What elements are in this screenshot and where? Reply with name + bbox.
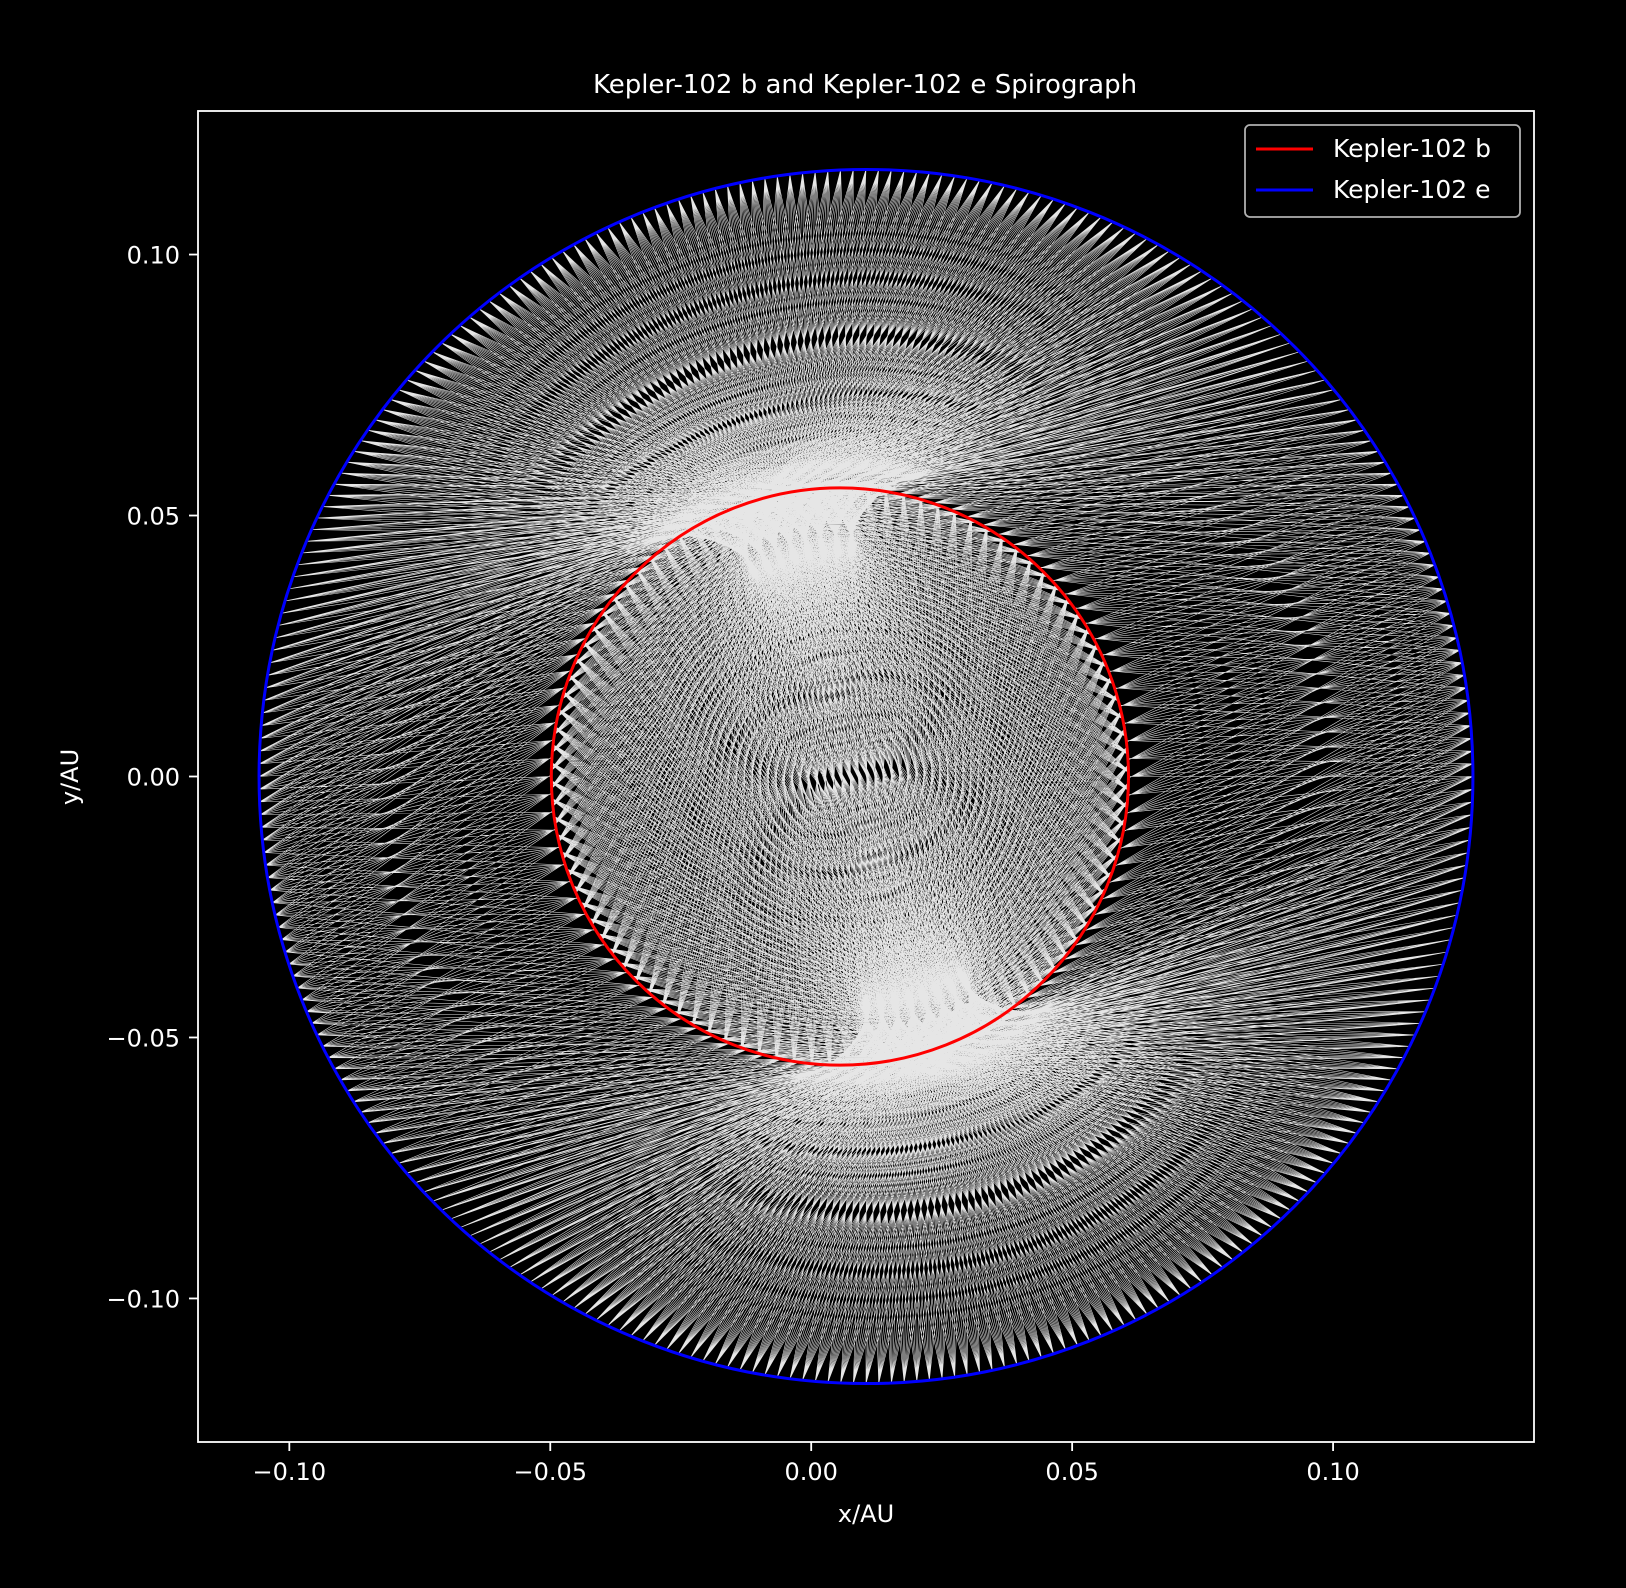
chart-title: Kepler-102 b and Kepler-102 e Spirograph [593, 70, 1137, 100]
orbits [257, 167, 1475, 1386]
connecting-lines [258, 169, 1474, 1384]
orbit-kepler-102-e [257, 167, 1475, 1386]
x-tick-label: −0.05 [513, 1458, 587, 1486]
spirograph-lines [258, 169, 1474, 1384]
y-axis-ticks: −0.10 −0.05 0.00 0.05 0.10 [106, 242, 198, 1313]
x-tick-label: −0.10 [253, 1458, 327, 1486]
legend-box [1244, 124, 1521, 218]
y-tick-label: 0.00 [127, 764, 180, 792]
legend-label-kepler-102-b: Kepler-102 b [1333, 134, 1491, 163]
x-axis-label: x/AU [838, 1500, 894, 1528]
legend-label-kepler-102-e: Kepler-102 e [1333, 175, 1490, 204]
x-axis-ticks: −0.10 −0.05 0.00 0.05 0.10 [253, 1442, 1360, 1486]
legend: Kepler-102 b Kepler-102 e [1244, 124, 1521, 218]
x-tick-label: 0.00 [784, 1458, 837, 1486]
x-tick-label: 0.10 [1306, 1458, 1359, 1486]
plot-area [257, 167, 1475, 1386]
y-tick-label: −0.05 [106, 1024, 180, 1052]
y-tick-label: −0.10 [106, 1285, 180, 1313]
y-tick-label: 0.05 [127, 503, 180, 531]
orbit-kepler-102-b [549, 486, 1131, 1067]
y-axis-label: y/AU [56, 749, 84, 805]
y-tick-label: 0.10 [127, 242, 180, 270]
x-tick-label: 0.05 [1045, 1458, 1098, 1486]
